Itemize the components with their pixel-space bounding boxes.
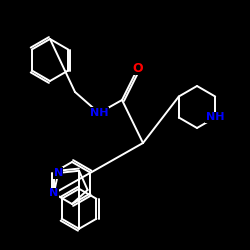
Text: N: N (54, 168, 63, 178)
Text: N: N (49, 188, 58, 198)
Text: NH: NH (206, 112, 225, 122)
Text: O: O (133, 62, 143, 74)
Text: NH: NH (90, 108, 108, 118)
